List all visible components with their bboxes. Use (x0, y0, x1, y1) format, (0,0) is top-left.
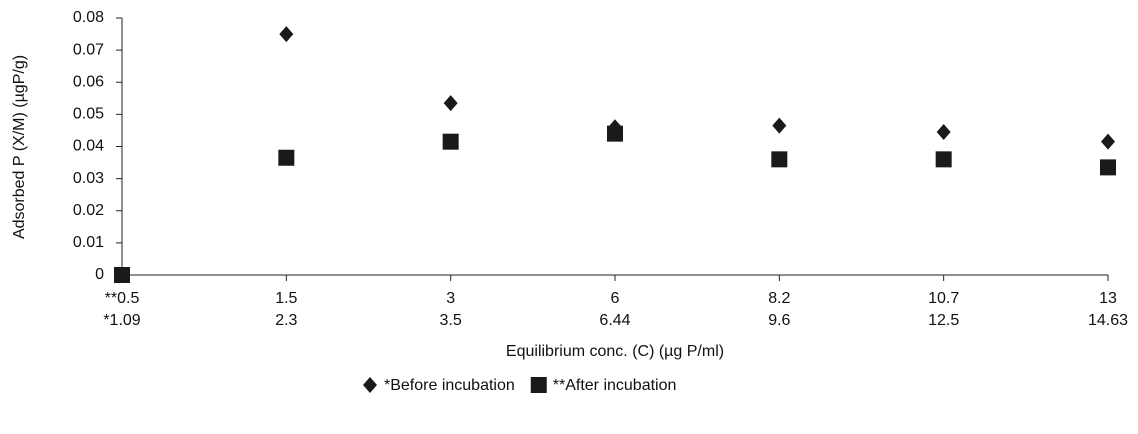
x-tick-label: 10.7 (928, 290, 959, 307)
x-tick-label: **0.5 (105, 290, 140, 307)
y-tick-label: 0.02 (73, 202, 104, 219)
y-tick-label: 0.06 (73, 73, 104, 90)
x-tick-label: 8.2 (768, 290, 790, 307)
point (1100, 159, 1116, 176)
point (114, 267, 130, 283)
point (1101, 133, 1115, 150)
point (936, 124, 951, 141)
legend-marker (530, 377, 547, 393)
x-axis-title: Equilibrium conc. (C) (µg P/ml) (506, 343, 724, 360)
x-tick-label: 13 (1099, 290, 1117, 307)
point (607, 125, 623, 142)
y-axis-title: Adsorbed P (X/M) (µgP/g) (11, 55, 28, 239)
point (279, 26, 294, 43)
point (442, 133, 459, 150)
point (935, 151, 952, 168)
y-tick-label: 0 (95, 266, 104, 283)
x-tick-label: 9.6 (768, 312, 790, 329)
x-tick-label: 6.44 (599, 312, 630, 329)
y-tick-label: 0.05 (73, 106, 104, 123)
x-tick-label: 3 (446, 290, 455, 307)
point (772, 117, 787, 134)
x-tick-label: 12.5 (928, 312, 959, 329)
y-tick-label: 0.08 (73, 9, 104, 26)
legend-label: **After incubation (553, 377, 677, 394)
x-tick-label: 1.5 (275, 290, 297, 307)
legend-label: *Before incubation (384, 377, 515, 394)
y-tick-label: 0.07 (73, 41, 104, 58)
x-tick-label: *1.09 (103, 312, 140, 329)
x-tick-label: 3.5 (440, 312, 462, 329)
y-tick-label: 0.04 (73, 138, 104, 155)
y-tick-label: 0.01 (73, 234, 104, 251)
y-tick-label: 0.03 (73, 170, 104, 187)
point (443, 95, 458, 112)
x-tick-label: 14.63 (1088, 312, 1128, 329)
x-tick-label: 6 (611, 290, 620, 307)
point (771, 151, 788, 168)
x-tick-label: 2.3 (275, 312, 297, 329)
point (278, 149, 295, 166)
legend-marker (363, 377, 377, 393)
